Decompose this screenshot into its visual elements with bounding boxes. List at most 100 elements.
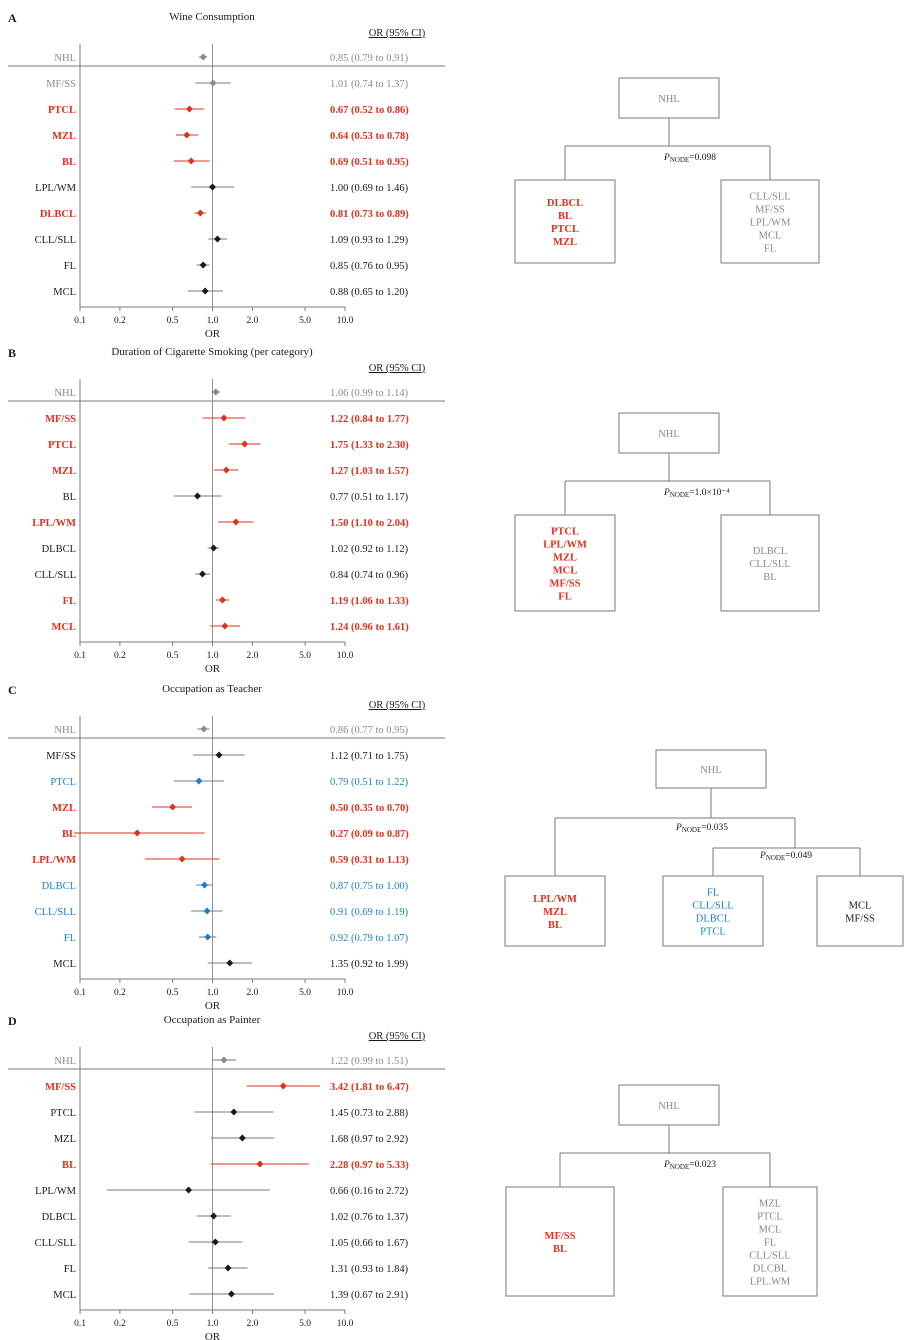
tree-root-node (618, 412, 720, 454)
tree-leaf-item: FL (764, 1238, 776, 1249)
ci-text: 0.67 (0.52 to 0.86) (330, 105, 409, 116)
ci-header: OR (95% CI) (369, 1031, 426, 1042)
or-marker (200, 881, 208, 889)
row-label: CLL/SLL (35, 570, 76, 581)
row-label: BL (63, 492, 76, 503)
tree-leaf-item: MF/SS (755, 205, 785, 216)
row-label: MF/SS (45, 1082, 76, 1093)
ci-text: 0.59 (0.31 to 1.13) (330, 855, 409, 866)
or-marker (183, 131, 191, 139)
or-marker (201, 287, 209, 295)
ci-text: 1.09 (0.93 to 1.29) (330, 235, 409, 246)
or-marker (224, 1264, 232, 1272)
ci-text: 0.91 (0.69 to 1.19) (330, 907, 409, 918)
or-marker (213, 235, 221, 243)
tree-leaf-item: CLL/SLL (749, 192, 790, 203)
x-tick-label: 10.0 (337, 988, 354, 998)
or-marker (215, 751, 223, 759)
or-marker (210, 544, 218, 552)
x-tick-label: 0.2 (114, 1319, 126, 1329)
ci-text: 0.85 (0.76 to 0.95) (330, 261, 409, 272)
or-marker (199, 261, 207, 269)
tree-leaf-item: NHL (700, 765, 722, 776)
x-tick-label: 1.0 (207, 988, 219, 998)
tree-root-node (655, 749, 767, 789)
x-tick-label: 2.0 (246, 988, 258, 998)
ci-text: 1.50 (1.10 to 2.04) (330, 518, 409, 529)
tree-leaf-item: MCL (553, 566, 578, 577)
panel-c: C Occupation as Teacher OR (95% CI) 0.1 0.2 0… (8, 683, 904, 1012)
p-node-label: PNODE=1.0×10⁻⁴ (663, 488, 730, 499)
row-label: MZL (52, 803, 76, 814)
tree-diagram: NHL PNODE=0.035 PNODE=0.049 LPL/WM MZL BL FL CL… (504, 749, 904, 947)
ci-text: 3.42 (1.81 to 6.47) (330, 1082, 409, 1093)
or-marker (241, 440, 249, 448)
tree-leaf-item: FL (558, 592, 571, 603)
row-label: DLBCL (40, 209, 76, 220)
panel-letter: B (8, 346, 16, 360)
tree-diagram: NHL PNODE=0.023 MF/SS BL MZL PTCL MCL FL CLL/SLL… (505, 1084, 818, 1297)
x-tick-label: 5.0 (299, 1319, 311, 1329)
x-tick-label: 2.0 (246, 316, 258, 326)
or-marker (133, 829, 141, 837)
tree-leaf-item: MF/SS (845, 914, 875, 925)
x-tick-label: 1.0 (207, 651, 219, 661)
tree-leaf-item: BL (558, 211, 572, 222)
x-axis-label: OR (205, 663, 221, 675)
or-marker (232, 518, 240, 526)
x-tick-label: 0.1 (74, 651, 86, 661)
tree-leaf-item: BL (553, 1244, 567, 1255)
or-marker (210, 1212, 218, 1220)
row-label: CLL/SLL (35, 1238, 76, 1249)
tree-leaf-item: LPL/WM (533, 894, 577, 905)
tree-leaf-item: MZL (553, 237, 577, 248)
x-tick-label: 0.2 (114, 988, 126, 998)
ci-text: 1.35 (0.92 to 1.99) (330, 959, 409, 970)
p-node-label: PNODE=0.035 (675, 823, 728, 834)
ci-text: 1.27 (1.03 to 1.57) (330, 466, 409, 477)
tree-leaf-node (816, 875, 904, 947)
or-marker (185, 1186, 193, 1194)
tree-leaf-item: DLBCL (696, 914, 730, 925)
tree-leaf-node (720, 179, 820, 264)
row-label: BL (62, 829, 76, 840)
ci-text: 0.66 (0.16 to 2.72) (330, 1186, 409, 1197)
x-tick-label: 0.2 (114, 316, 126, 326)
x-tick-label: 0.5 (167, 316, 179, 326)
tree-leaf-item: MZL (553, 553, 577, 564)
or-marker (211, 1238, 219, 1246)
row-label: LPL/WM (32, 855, 76, 866)
row-label: LPL/WM (35, 1186, 76, 1197)
ci-text: 0.87 (0.75 to 1.00) (330, 881, 409, 892)
tree-leaf-item: NHL (658, 429, 680, 440)
ci-text: 0.92 (0.79 to 1.07) (330, 933, 409, 944)
x-tick-label: 2.0 (246, 651, 258, 661)
or-marker (203, 907, 211, 915)
p-node-label: PNODE=0.049 (759, 851, 812, 862)
panel-title: Occupation as Teacher (162, 683, 262, 695)
panel-letter: A (8, 11, 17, 25)
panel-b: B Duration of Cigarette Smoking (per cate… (8, 346, 820, 675)
tree-leaf-node (514, 179, 616, 264)
tree-leaf-item: LPL/WM (543, 540, 587, 551)
or-marker (256, 1160, 264, 1168)
ci-text: 0.84 (0.74 to 0.96) (330, 570, 409, 581)
tree-leaf-node (514, 514, 616, 612)
or-marker (169, 803, 177, 811)
ci-text: 1.75 (1.33 to 2.30) (330, 440, 409, 451)
tree-leaf-item: MZL (543, 907, 567, 918)
row-label: MF/SS (46, 79, 76, 90)
or-marker (222, 466, 230, 474)
x-tick-label: 0.5 (167, 1319, 179, 1329)
row-label: MZL (54, 1134, 76, 1145)
tree-leaf-item: PTCL (700, 927, 726, 938)
tree-leaf-item: DLBCL (547, 198, 583, 209)
or-marker (219, 596, 227, 604)
ci-text: 1.31 (0.93 to 1.84) (330, 1264, 409, 1275)
or-marker (196, 209, 204, 217)
ci-text: 1.02 (0.76 to 1.37) (330, 1212, 409, 1223)
or-marker (220, 414, 228, 422)
tree-leaf-item: LPL/WM (750, 218, 791, 229)
or-marker (185, 105, 193, 113)
